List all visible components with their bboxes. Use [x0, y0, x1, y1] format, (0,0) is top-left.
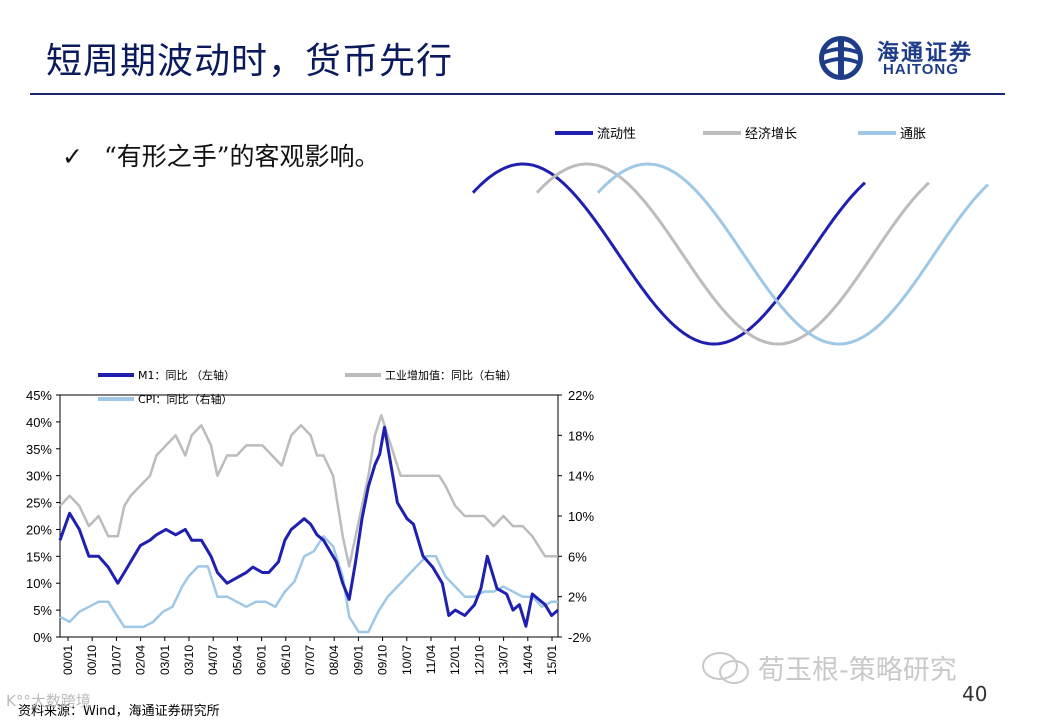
logo-chinese-text: 海通证券: [877, 40, 974, 66]
checkmark-icon: ✓: [62, 142, 83, 171]
page-title: 短周期波动时，货币先行: [46, 41, 454, 82]
m1-ip-cpi-chart: M1：同比 （左轴） 工业增加值：同比（右轴） CPI：同比（右轴） 45% 40% 3…: [26, 368, 594, 675]
wave-liquidity: [471, 162, 867, 346]
left-tick-label: 25%: [26, 496, 52, 511]
right-tick-label: 6%: [568, 549, 587, 564]
haitong-emblem-icon: [819, 36, 863, 80]
right-tick-label: 10%: [568, 509, 594, 524]
left-tick-label: 15%: [26, 549, 52, 564]
x-tick-label: 06/10: [279, 645, 293, 675]
x-tick-label: 10/07: [400, 645, 414, 675]
series-line-工业增加值: [59, 413, 558, 568]
x-tick-label: 14/04: [521, 645, 535, 675]
chart-series: [58, 413, 559, 634]
left-tick-label: 5%: [33, 603, 52, 618]
x-tick-label: 04/07: [206, 645, 220, 675]
watermark-text: 荀玉根-策略研究: [758, 655, 957, 686]
right-tick-label: 18%: [568, 428, 594, 443]
cycle-wave-diagram: 流动性 经济增长 通胀: [471, 127, 990, 346]
corner-watermark: K°°大数跨境: [6, 692, 91, 710]
x-tick-label: 13/07: [497, 645, 511, 675]
wave-inflation: [596, 162, 990, 346]
right-tick-label: 14%: [568, 469, 594, 484]
right-axis-ticks: 22% 18% 14% 10% 6% 2% -2%: [558, 388, 594, 645]
page-number: 40: [962, 682, 988, 706]
logo-english-text: HAITONG: [883, 61, 959, 78]
series-line-CPI: [59, 534, 558, 634]
right-tick-label: 22%: [568, 388, 594, 403]
x-tick-label: 00/10: [85, 645, 99, 675]
x-tick-label: 09/10: [376, 645, 390, 675]
right-tick-label: 2%: [568, 590, 587, 605]
x-tick-label: 03/10: [182, 645, 196, 675]
x-tick-label: 03/01: [158, 645, 172, 675]
legend-label-liquidity: 流动性: [597, 127, 636, 142]
x-tick-label: 01/07: [109, 645, 123, 675]
chart-legend: M1：同比 （左轴） 工业增加值：同比（右轴） CPI：同比（右轴）: [98, 368, 517, 406]
legend-label-2: CPI：同比（右轴）: [138, 392, 233, 406]
x-tick-label: 05/04: [230, 645, 244, 675]
x-axis-ticks: 00/01 00/10 01/07 02/04 03/01 03/10 04/07 05/04…: [61, 637, 559, 675]
legend-label-inflation: 通胀: [900, 127, 926, 142]
left-tick-label: 0%: [33, 630, 52, 645]
x-tick-label: 15/01: [545, 645, 559, 675]
legend-label-growth: 经济增长: [745, 127, 797, 142]
left-tick-label: 20%: [26, 522, 52, 537]
x-tick-label: 02/04: [134, 645, 148, 675]
x-tick-label: 07/07: [303, 645, 317, 675]
left-tick-label: 35%: [26, 442, 52, 457]
legend-label-0: M1：同比 （左轴）: [138, 368, 235, 382]
haitong-logo: 海通证券 HAITONG: [815, 33, 1005, 83]
legend-label-1: 工业增加值：同比（右轴）: [385, 368, 517, 382]
right-tick-label: -2%: [568, 630, 592, 645]
x-tick-label: 08/04: [327, 645, 341, 675]
left-tick-label: 10%: [26, 576, 52, 591]
x-tick-label: 06/01: [255, 645, 269, 675]
bullet-text: “有形之手”的客观影响。: [104, 142, 380, 171]
source-note: 资料来源：Wind，海通证券研究所: [18, 704, 220, 719]
title-divider: [30, 93, 1005, 95]
x-tick-label: 12/10: [472, 645, 486, 675]
left-tick-label: 30%: [26, 469, 52, 484]
x-tick-label: 09/01: [351, 645, 365, 675]
x-tick-label: 12/01: [448, 645, 462, 675]
x-tick-label: 00/01: [61, 645, 75, 675]
left-tick-label: 45%: [26, 388, 52, 403]
wechat-icon: [702, 652, 749, 684]
left-tick-label: 40%: [26, 415, 52, 430]
x-tick-label: 11/04: [424, 645, 438, 674]
series-line-M1: [58, 425, 559, 628]
left-axis-ticks: 45% 40% 35% 30% 25% 20% 15% 10% 5% 0%: [26, 388, 60, 645]
wave-growth: [535, 162, 931, 346]
